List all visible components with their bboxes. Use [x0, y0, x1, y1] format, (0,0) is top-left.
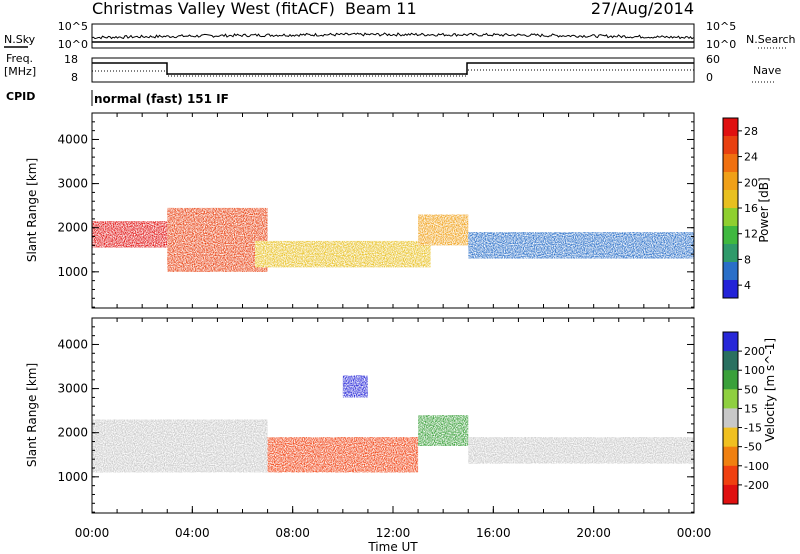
colorbar-swatch-1: [723, 351, 738, 371]
colorbar-swatch-6: [723, 446, 738, 467]
power-feature-1: [167, 207, 268, 272]
power-colorbar: 4 8 12 16 20 24 28: [722, 117, 758, 299]
colorbar-swatch-2: [723, 154, 738, 173]
colorbar-tick-200: 200: [744, 345, 765, 358]
power-feature-4: [468, 232, 694, 259]
velocity-y-axis: 1000 2000 3000 4000: [57, 317, 694, 513]
noise-panel: N.Sky 10^5 10^0 10^5 10^0 N.Search: [4, 20, 796, 51]
colorbar-swatch-2: [723, 370, 738, 390]
freq-panel: Freq. [MHz] 18 8 60 0 Nave: [4, 52, 781, 84]
colorbar-swatch-4: [723, 408, 738, 428]
colorbar-tick-24: 24: [744, 151, 758, 164]
colorbar-swatch-8: [723, 484, 738, 505]
velocity-feature-3: [418, 415, 469, 446]
colorbar-tick-20: 20: [744, 176, 758, 189]
freq-label-line2: [MHz]: [4, 65, 36, 78]
noise-left-label: N.Sky: [4, 33, 36, 46]
station-title: Christmas Valley West (fitACF): [92, 0, 335, 18]
velocity-panel: 1000 2000 3000 4000 00:00 04:00 08:00 12:00 16:…: [25, 113, 777, 554]
colorbar-swatch-9: [723, 280, 738, 299]
y-tick-label-3000: 3000: [57, 177, 88, 191]
velocity-feature-0: [92, 419, 268, 473]
y-tick-label-2000: 2000: [57, 221, 88, 235]
colorbar-swatch-1: [723, 136, 738, 155]
freq-label-line1: Freq.: [6, 52, 33, 65]
freq-left-tick-bottom: 8: [71, 71, 78, 84]
time-axis: 00:00 04:00 08:00 12:00 16:00 20:00 00:00: [75, 113, 712, 540]
velocity-feature-2: [342, 375, 368, 398]
x-tick-label-6: 00:00: [677, 526, 712, 540]
freq-trace: [92, 62, 694, 75]
date-label: 27/Aug/2014: [591, 0, 694, 18]
x-tick-label-5: 20:00: [576, 526, 611, 540]
colorbar-swatch-5: [723, 427, 738, 448]
noise-right-tick-top: 10^5: [706, 20, 736, 33]
colorbar-swatch-0: [723, 332, 738, 352]
freq-right-tick-top: 60: [706, 53, 720, 66]
velocity-ylabel: Slant Range [km]: [25, 363, 39, 467]
y-tick-label-4000: 4000: [57, 132, 88, 146]
nave-trace: [92, 69, 694, 77]
colorbar-tick-50: 50: [744, 383, 758, 396]
colorbar-tick--50: -50: [744, 441, 762, 454]
power-panel: 1000 2000 3000 4000 Slant Range [km] 4 8 12 16…: [25, 112, 771, 309]
noise-left-tick-top: 10^5: [58, 20, 88, 33]
colorbar-tick-15: 15: [744, 402, 758, 415]
x-tick-label-1: 04:00: [175, 526, 210, 540]
colorbar-swatch-7: [723, 244, 738, 263]
colorbar-tick--100: -100: [744, 460, 769, 473]
colorbar-tick-16: 16: [744, 202, 758, 215]
colorbar-swatch-7: [723, 465, 738, 486]
power-data: [92, 207, 694, 272]
colorbar-swatch-0: [723, 118, 738, 137]
colorbar-swatch-8: [723, 262, 738, 281]
freq-left-tick-top: 18: [64, 53, 78, 66]
velocity-colorbar: 200 100 50 15 -15 -50 -100 -200: [722, 331, 769, 505]
power-colorbar-label: Power [dB]: [757, 177, 771, 242]
y-tick-label-1000: 1000: [57, 265, 88, 279]
colorbar-tick-100: 100: [744, 364, 765, 377]
velocity-colorbar-label: Velocity [m s^-1]: [763, 338, 777, 442]
power-feature-2: [255, 240, 431, 268]
colorbar-swatch-3: [723, 389, 738, 409]
beam-label: Beam 11: [345, 0, 417, 18]
cpid-label: CPID: [6, 90, 35, 103]
velocity-feature-4: [468, 437, 694, 464]
cpid-value: normal (fast) 151 IF: [94, 92, 229, 106]
noise-sky-trace: [91, 32, 694, 40]
x-tick-label-4: 16:00: [476, 526, 511, 540]
colorbar-tick-28: 28: [744, 125, 758, 138]
noise-left-tick-bottom: 10^0: [58, 38, 88, 51]
colorbar-tick--15: -15: [744, 422, 762, 435]
nave-label: Nave: [753, 64, 781, 77]
velocity-data: [92, 375, 694, 473]
colorbar-tick-12: 12: [744, 228, 758, 241]
freq-right-tick-bottom: 0: [706, 71, 713, 84]
power-y-axis: 1000 2000 3000 4000: [57, 112, 694, 308]
colorbar-tick-8: 8: [744, 253, 751, 266]
time-axis-label: Time UT: [367, 540, 418, 554]
y-tick-label-3000: 3000: [57, 382, 88, 396]
noise-trace-line: [91, 32, 694, 40]
y-tick-label-2000: 2000: [57, 426, 88, 440]
colorbar-tick--200: -200: [744, 479, 769, 492]
y-tick-label-1000: 1000: [57, 470, 88, 484]
colorbar-swatch-6: [723, 226, 738, 245]
y-tick-label-4000: 4000: [57, 337, 88, 351]
colorbar-swatch-3: [723, 172, 738, 191]
velocity-feature-1: [267, 437, 419, 473]
power-ylabel: Slant Range [km]: [25, 158, 39, 262]
x-tick-label-3: 12:00: [376, 526, 411, 540]
x-tick-label-2: 08:00: [275, 526, 310, 540]
noise-right-label: N.Search: [746, 33, 796, 46]
power-feature-0: [92, 221, 168, 248]
colorbar-tick-4: 4: [744, 279, 751, 292]
power-feature-3: [418, 214, 469, 246]
colorbar-swatch-5: [723, 208, 738, 227]
colorbar-swatch-4: [723, 190, 738, 209]
noise-right-tick-bottom: 10^0: [706, 38, 736, 51]
x-tick-label-0: 00:00: [75, 526, 110, 540]
